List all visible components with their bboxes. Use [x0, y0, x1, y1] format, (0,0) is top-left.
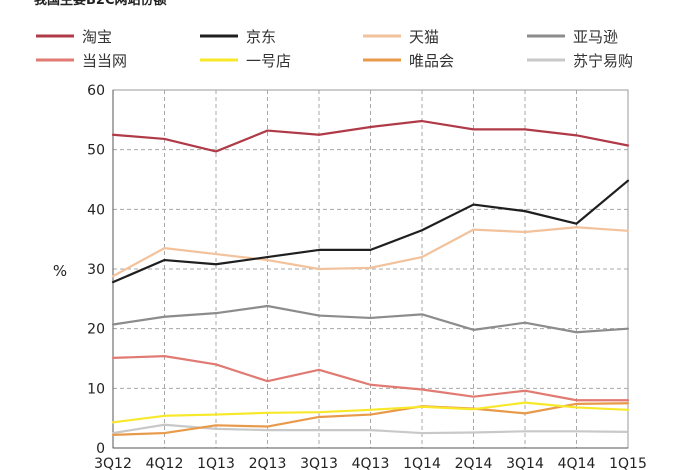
series-line [111, 402, 630, 436]
x-tick-label: 4Q12 [146, 456, 184, 470]
x-tick-label: 2Q13 [249, 456, 287, 470]
series-line [111, 226, 630, 278]
x-tick-label: 1Q14 [403, 456, 441, 470]
legend-label: 天猫 [409, 28, 439, 46]
y-tick-label: 20 [87, 322, 105, 338]
x-tick-label: 1Q15 [609, 456, 647, 470]
tick-labels: 0 10 20 30 40 50 60 3Q12 4Q12 1Q13 2Q13 3Q13 4Q13 1Q1… [87, 83, 647, 470]
legend-label: 唯品会 [409, 52, 454, 70]
legend-label: 一号店 [246, 52, 291, 70]
y-tick-label: 10 [87, 381, 105, 397]
series-layer [111, 119, 630, 436]
y-tick-label: 60 [87, 83, 105, 99]
series-line [111, 355, 630, 402]
series-line [111, 401, 630, 424]
y-axis-label: % [53, 262, 67, 280]
series-line [111, 304, 630, 334]
y-tick-label: 50 [87, 143, 105, 159]
x-tick-label: 4Q14 [558, 456, 596, 470]
x-tick-label: 3Q13 [300, 456, 338, 470]
legend-label: 亚马逊 [573, 28, 618, 46]
x-tick-label: 4Q13 [352, 456, 390, 470]
legend-label: 淘宝 [82, 28, 112, 46]
chart-title: 我国主要B2C网站份额 [34, 0, 167, 8]
x-tick-label: 3Q12 [94, 456, 132, 470]
legend-label: 京东 [246, 28, 276, 46]
legend-label: 苏宁易购 [573, 52, 633, 70]
series-line [111, 119, 630, 153]
axes [112, 90, 628, 449]
legend-label: 当当网 [82, 52, 127, 70]
y-tick-label: 0 [96, 441, 105, 457]
y-tick-label: 40 [87, 202, 105, 218]
x-tick-label: 2Q14 [455, 456, 493, 470]
series-line [111, 179, 630, 284]
x-tick-label: 3Q14 [506, 456, 544, 470]
x-tick-label: 1Q13 [197, 456, 235, 470]
y-tick-label: 30 [87, 262, 105, 278]
